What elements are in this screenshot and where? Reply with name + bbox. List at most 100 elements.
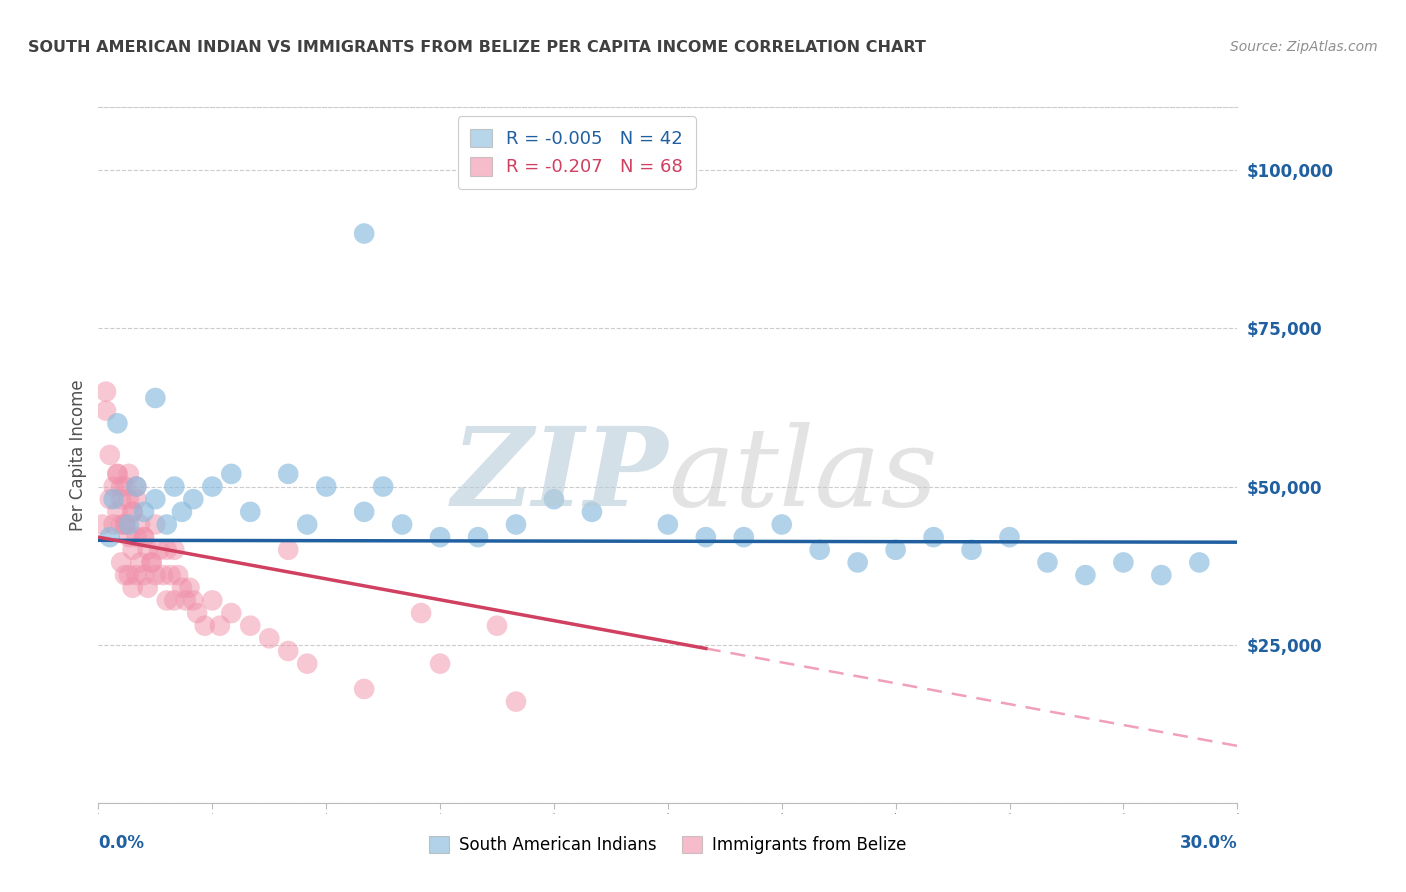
Point — [505, 517, 527, 532]
Point — [1036, 556, 1059, 570]
Point — [411, 606, 433, 620]
Y-axis label: Per Capita Income: Per Capita Income — [69, 379, 87, 531]
Point — [141, 556, 163, 570]
Point — [297, 517, 319, 532]
Point — [183, 492, 205, 507]
Point — [201, 593, 224, 607]
Point — [239, 618, 262, 632]
Point — [353, 505, 375, 519]
Point — [277, 644, 299, 658]
Point — [174, 593, 197, 607]
Point — [221, 606, 243, 620]
Point — [657, 517, 679, 532]
Point — [148, 542, 170, 557]
Point — [315, 479, 337, 493]
Point — [114, 479, 136, 493]
Point — [132, 530, 155, 544]
Point — [118, 568, 141, 582]
Point — [179, 581, 201, 595]
Point — [145, 492, 167, 507]
Point — [132, 530, 155, 544]
Point — [132, 568, 155, 582]
Point — [1074, 568, 1097, 582]
Point — [118, 492, 141, 507]
Point — [91, 517, 114, 532]
Point — [103, 517, 125, 532]
Point — [103, 492, 125, 507]
Point — [125, 492, 148, 507]
Point — [733, 530, 755, 544]
Point — [121, 505, 143, 519]
Point — [770, 517, 793, 532]
Point — [156, 517, 179, 532]
Point — [998, 530, 1021, 544]
Point — [103, 479, 125, 493]
Point — [808, 542, 831, 557]
Point — [107, 417, 129, 431]
Point — [259, 632, 281, 646]
Point — [125, 530, 148, 544]
Text: atlas: atlas — [668, 422, 938, 530]
Point — [167, 568, 190, 582]
Point — [505, 695, 527, 709]
Point — [159, 568, 181, 582]
Point — [110, 492, 132, 507]
Point — [94, 384, 117, 399]
Point — [110, 556, 132, 570]
Point — [1188, 556, 1211, 570]
Point — [391, 517, 413, 532]
Point — [156, 593, 179, 607]
Point — [94, 403, 117, 417]
Point — [201, 479, 224, 493]
Point — [118, 530, 141, 544]
Point — [186, 606, 208, 620]
Point — [118, 517, 141, 532]
Point — [125, 479, 148, 493]
Point — [353, 227, 375, 241]
Point — [132, 505, 155, 519]
Point — [125, 479, 148, 493]
Point — [239, 505, 262, 519]
Point — [1112, 556, 1135, 570]
Point — [277, 467, 299, 481]
Point — [695, 530, 717, 544]
Point — [429, 530, 451, 544]
Point — [145, 517, 167, 532]
Point — [429, 657, 451, 671]
Point — [136, 581, 159, 595]
Point — [152, 568, 174, 582]
Point — [125, 568, 148, 582]
Text: 0.0%: 0.0% — [98, 834, 145, 852]
Point — [129, 556, 152, 570]
Point — [170, 581, 193, 595]
Text: Source: ZipAtlas.com: Source: ZipAtlas.com — [1230, 40, 1378, 54]
Point — [163, 479, 186, 493]
Text: SOUTH AMERICAN INDIAN VS IMMIGRANTS FROM BELIZE PER CAPITA INCOME CORRELATION CH: SOUTH AMERICAN INDIAN VS IMMIGRANTS FROM… — [28, 40, 927, 55]
Legend: South American Indians, Immigrants from Belize: South American Indians, Immigrants from … — [423, 829, 912, 861]
Point — [107, 467, 129, 481]
Point — [110, 517, 132, 532]
Point — [98, 448, 121, 462]
Point — [114, 517, 136, 532]
Point — [884, 542, 907, 557]
Point — [107, 505, 129, 519]
Point — [129, 517, 152, 532]
Point — [121, 581, 143, 595]
Point — [194, 618, 217, 632]
Point — [581, 505, 603, 519]
Point — [543, 492, 565, 507]
Point — [114, 517, 136, 532]
Point — [353, 681, 375, 696]
Point — [486, 618, 509, 632]
Point — [136, 542, 159, 557]
Point — [170, 505, 193, 519]
Point — [118, 467, 141, 481]
Point — [121, 542, 143, 557]
Point — [221, 467, 243, 481]
Point — [121, 505, 143, 519]
Text: 30.0%: 30.0% — [1180, 834, 1237, 852]
Point — [846, 556, 869, 570]
Point — [98, 530, 121, 544]
Point — [467, 530, 489, 544]
Point — [163, 593, 186, 607]
